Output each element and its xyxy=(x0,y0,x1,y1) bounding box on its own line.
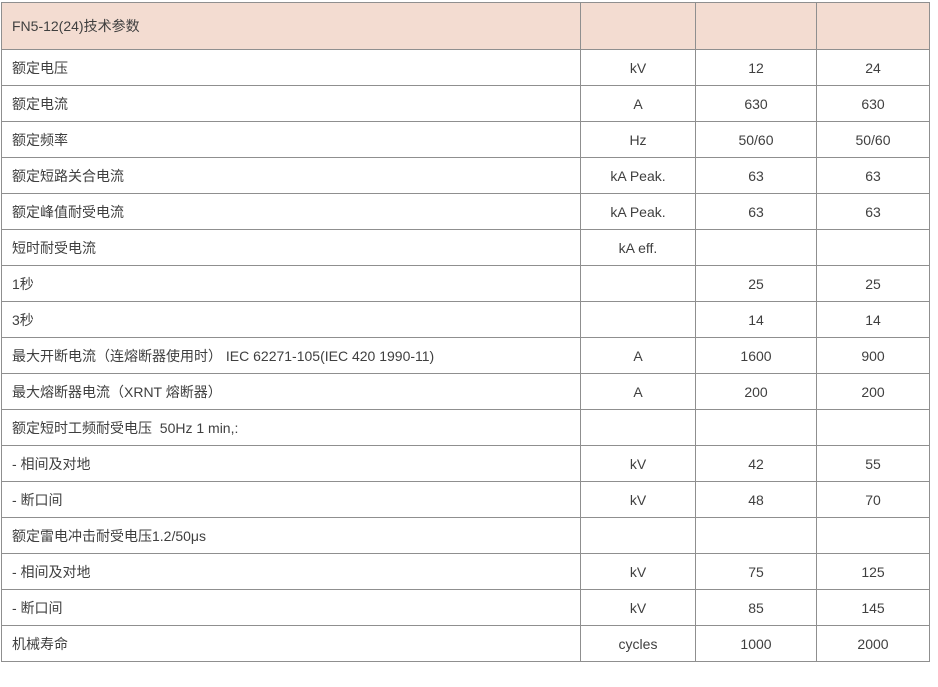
value-24-cell: 125 xyxy=(816,553,930,590)
unit-cell xyxy=(580,265,696,302)
unit-cell: kA Peak. xyxy=(580,157,696,194)
table-title: FN5-12(24)技术参数 xyxy=(1,2,581,50)
value-12-cell: 42 xyxy=(695,445,817,482)
table-row: 短时耐受电流 kA eff. xyxy=(1,229,930,266)
value-12-cell: 63 xyxy=(695,193,817,230)
unit-cell xyxy=(580,409,696,446)
value-24-cell: 55 xyxy=(816,445,930,482)
header-unit-cell xyxy=(580,2,696,50)
table-row: 额定频率 Hz 50/60 50/60 xyxy=(1,121,930,158)
unit-cell xyxy=(580,517,696,554)
value-12-cell: 1600 xyxy=(695,337,817,374)
value-12-cell: 12 xyxy=(695,49,817,86)
value-24-cell: 63 xyxy=(816,157,930,194)
parameter-label-cell: 最大开断电流（连熔断器使用时） IEC 62271-105(IEC 420 19… xyxy=(1,337,581,374)
parameter-label-cell: 额定雷电冲击耐受电压1.2/50μs xyxy=(1,517,581,554)
parameter-label-cell: - 相间及对地 xyxy=(1,445,581,482)
unit-cell xyxy=(580,301,696,338)
unit-cell: cycles xyxy=(580,625,696,662)
unit-cell: kV xyxy=(580,49,696,86)
value-12-cell: 85 xyxy=(695,589,817,626)
value-12-cell: 50/60 xyxy=(695,121,817,158)
parameter-label-cell: 额定频率 xyxy=(1,121,581,158)
parameter-label-cell: 额定电压 xyxy=(1,49,581,86)
parameter-label-cell: - 断口间 xyxy=(1,481,581,518)
value-24-cell xyxy=(816,517,930,554)
parameter-label-cell: 短时耐受电流 xyxy=(1,229,581,266)
parameter-label-cell: 额定短时工频耐受电压 50Hz 1 min,: xyxy=(1,409,581,446)
parameter-label-cell: - 相间及对地 xyxy=(1,553,581,590)
parameter-label-cell: 额定电流 xyxy=(1,85,581,122)
unit-cell: kA eff. xyxy=(580,229,696,266)
unit-cell: Hz xyxy=(580,121,696,158)
unit-cell: A xyxy=(580,85,696,122)
table-row: - 相间及对地 kV 75 125 xyxy=(1,553,930,590)
value-24-cell: 50/60 xyxy=(816,121,930,158)
table-row: - 断口间 kV 85 145 xyxy=(1,589,930,626)
value-12-cell xyxy=(695,409,817,446)
table-row: 最大熔断器电流（XRNT 熔断器） A 200 200 xyxy=(1,373,930,410)
table-row: - 断口间 kV 48 70 xyxy=(1,481,930,518)
unit-cell: kV xyxy=(580,481,696,518)
value-12-cell: 1000 xyxy=(695,625,817,662)
value-12-cell: 25 xyxy=(695,265,817,302)
value-24-cell xyxy=(816,229,930,266)
value-24-cell: 24 xyxy=(816,49,930,86)
value-12-cell: 75 xyxy=(695,553,817,590)
parameter-label-cell: 1秒 xyxy=(1,265,581,302)
table-row: - 相间及对地 kV 42 55 xyxy=(1,445,930,482)
value-12-cell xyxy=(695,517,817,554)
parameter-label-cell: 最大熔断器电流（XRNT 熔断器） xyxy=(1,373,581,410)
value-12-cell: 200 xyxy=(695,373,817,410)
header-value12-cell xyxy=(695,2,817,50)
unit-cell: kV xyxy=(580,445,696,482)
technical-parameters-table: FN5-12(24)技术参数 额定电压 kV 12 24 额定电流 A 630 630 额定频率… xyxy=(1,2,930,662)
unit-cell: kV xyxy=(580,553,696,590)
unit-cell: A xyxy=(580,373,696,410)
parameter-label-cell: 3秒 xyxy=(1,301,581,338)
parameter-label-cell: 额定峰值耐受电流 xyxy=(1,193,581,230)
value-12-cell: 630 xyxy=(695,85,817,122)
parameter-label-cell: 机械寿命 xyxy=(1,625,581,662)
value-12-cell: 14 xyxy=(695,301,817,338)
table-row: 3秒 14 14 xyxy=(1,301,930,338)
table-row: 额定电流 A 630 630 xyxy=(1,85,930,122)
value-24-cell: 63 xyxy=(816,193,930,230)
value-24-cell: 25 xyxy=(816,265,930,302)
value-12-cell xyxy=(695,229,817,266)
value-12-cell: 63 xyxy=(695,157,817,194)
table-header: FN5-12(24)技术参数 xyxy=(1,2,930,50)
table-body: 额定电压 kV 12 24 额定电流 A 630 630 额定频率 Hz 50/60 50/60 额定短… xyxy=(1,49,930,662)
table-row: 最大开断电流（连熔断器使用时） IEC 62271-105(IEC 420 19… xyxy=(1,337,930,374)
table-row: 额定雷电冲击耐受电压1.2/50μs xyxy=(1,517,930,554)
value-24-cell: 2000 xyxy=(816,625,930,662)
parameter-label-cell: - 断口间 xyxy=(1,589,581,626)
value-24-cell xyxy=(816,409,930,446)
table-row: 额定短时工频耐受电压 50Hz 1 min,: xyxy=(1,409,930,446)
value-24-cell: 630 xyxy=(816,85,930,122)
header-value24-cell xyxy=(816,2,930,50)
table-row: 额定短路关合电流 kA Peak. 63 63 xyxy=(1,157,930,194)
value-24-cell: 200 xyxy=(816,373,930,410)
value-24-cell: 900 xyxy=(816,337,930,374)
value-24-cell: 14 xyxy=(816,301,930,338)
unit-cell: kA Peak. xyxy=(580,193,696,230)
table-row: 额定峰值耐受电流 kA Peak. 63 63 xyxy=(1,193,930,230)
table-row: 额定电压 kV 12 24 xyxy=(1,49,930,86)
table-row: 机械寿命 cycles 1000 2000 xyxy=(1,625,930,662)
unit-cell: kV xyxy=(580,589,696,626)
value-24-cell: 70 xyxy=(816,481,930,518)
value-12-cell: 48 xyxy=(695,481,817,518)
unit-cell: A xyxy=(580,337,696,374)
table-header-row: FN5-12(24)技术参数 xyxy=(1,2,930,50)
table-row: 1秒 25 25 xyxy=(1,265,930,302)
parameter-label-cell: 额定短路关合电流 xyxy=(1,157,581,194)
value-24-cell: 145 xyxy=(816,589,930,626)
